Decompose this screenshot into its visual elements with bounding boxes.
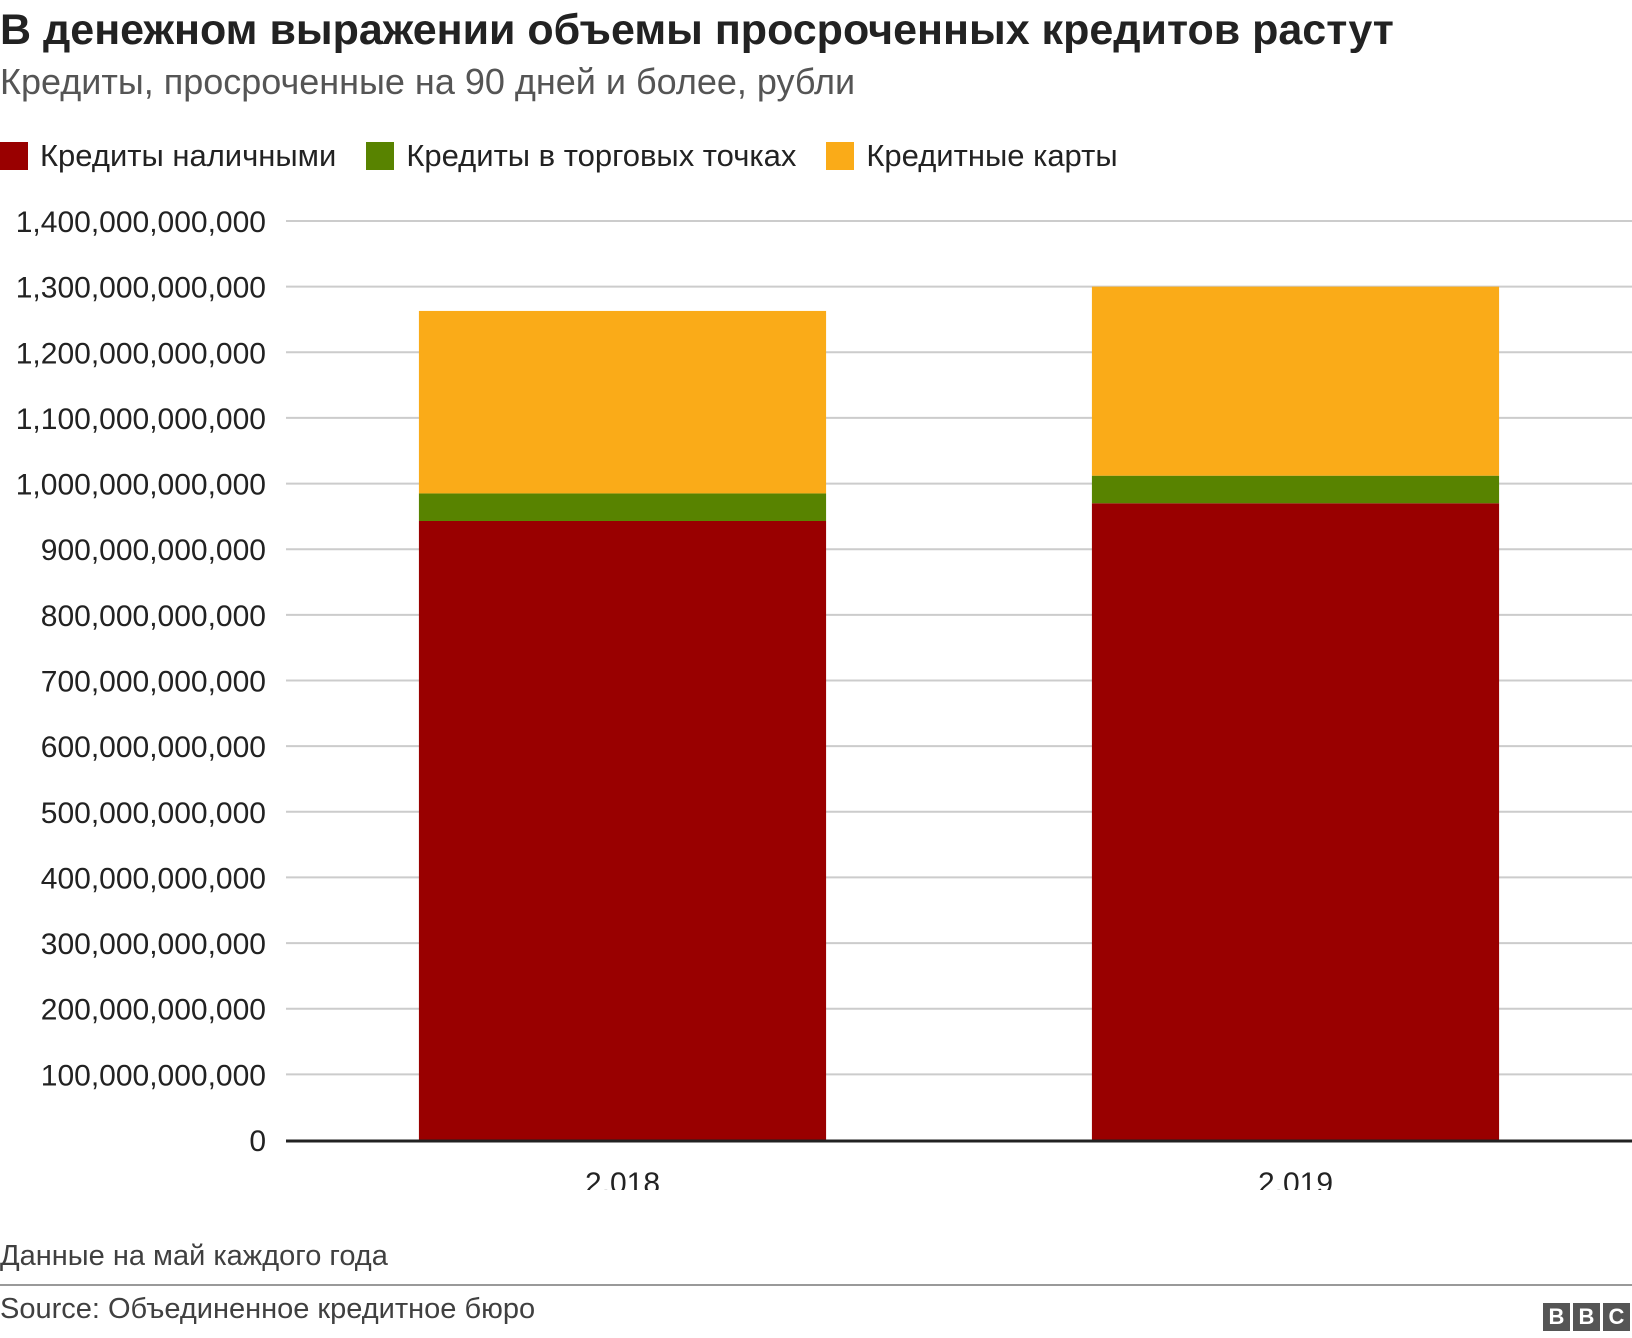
y-tick-label: 1,000,000,000,000 bbox=[16, 469, 266, 502]
y-tick-label: 1,400,000,000,000 bbox=[16, 206, 266, 239]
y-tick-label: 300,000,000,000 bbox=[41, 928, 266, 961]
y-tick-label: 100,000,000,000 bbox=[41, 1059, 266, 1092]
legend-swatch-cash-loans bbox=[0, 142, 28, 170]
bar-segment-pos-loans-1 bbox=[1091, 475, 1500, 504]
bar-segment-credit-cards-1 bbox=[1091, 286, 1500, 476]
x-axis-tick-labels: 2,018 2,019 bbox=[585, 1167, 1333, 1190]
footer-divider bbox=[0, 1284, 1632, 1286]
legend-swatch-pos-loans bbox=[366, 142, 395, 170]
legend-label-pos-loans: Кредиты в торговых точках bbox=[406, 138, 797, 173]
bar-segment-cash-loans-0 bbox=[418, 520, 827, 1140]
x-tick-label: 2,019 bbox=[1258, 1167, 1333, 1190]
y-tick-label: 1,300,000,000,000 bbox=[16, 272, 266, 305]
chart-subtitle: Кредиты, просроченные на 90 дней и более… bbox=[0, 61, 856, 102]
y-axis-tick-labels: 0 100,000,000,000 200,000,000,000 300,000,0… bbox=[16, 206, 266, 1158]
bbc-logo-block-b1: B bbox=[1543, 1303, 1570, 1331]
bars bbox=[418, 286, 1500, 1140]
y-tick-label: 700,000,000,000 bbox=[41, 666, 266, 699]
legend-item-pos-loans: Кредиты в торговых точках bbox=[366, 138, 796, 174]
bar-segment-cash-loans-1 bbox=[1091, 503, 1500, 1140]
y-tick-label: 1,200,000,000,000 bbox=[16, 337, 266, 370]
legend-swatch-credit-cards bbox=[826, 142, 855, 170]
source-note: Source: Объединенное кредитное бюро bbox=[0, 1293, 536, 1325]
chart-title: В денежном выражении объемы просроченных… bbox=[0, 6, 1394, 54]
stacked-bar-chart: 0 100,000,000,000 200,000,000,000 300,000,0… bbox=[16, 206, 1632, 1190]
legend-item-cash-loans: Кредиты наличными bbox=[0, 138, 336, 174]
x-tick-label: 2,018 bbox=[585, 1167, 660, 1190]
bbc-logo-block-b2: B bbox=[1573, 1303, 1600, 1331]
y-tick-label: 200,000,000,000 bbox=[41, 994, 266, 1027]
bbc-logo: B B C bbox=[1540, 1303, 1630, 1331]
legend-label-credit-cards: Кредитные карты bbox=[866, 138, 1118, 173]
chart-legend: Кредиты наличными Кредиты в торговых точ… bbox=[0, 136, 1148, 176]
footnote: Данные на май каждого года bbox=[0, 1240, 388, 1272]
y-tick-label: 600,000,000,000 bbox=[41, 731, 266, 764]
y-tick-label: 400,000,000,000 bbox=[41, 862, 266, 895]
legend-label-cash-loans: Кредиты наличными bbox=[40, 138, 337, 173]
y-tick-label: 900,000,000,000 bbox=[41, 534, 266, 567]
legend-item-credit-cards: Кредитные карты bbox=[826, 138, 1118, 174]
y-tick-label: 1,100,000,000,000 bbox=[16, 403, 266, 436]
bar-segment-pos-loans-0 bbox=[418, 493, 827, 521]
y-tick-label: 500,000,000,000 bbox=[41, 797, 266, 830]
y-tick-label: 800,000,000,000 bbox=[41, 600, 266, 633]
bbc-logo-block-c: C bbox=[1603, 1303, 1630, 1331]
bar-segment-credit-cards-0 bbox=[418, 310, 827, 494]
y-tick-label: 0 bbox=[249, 1125, 266, 1158]
